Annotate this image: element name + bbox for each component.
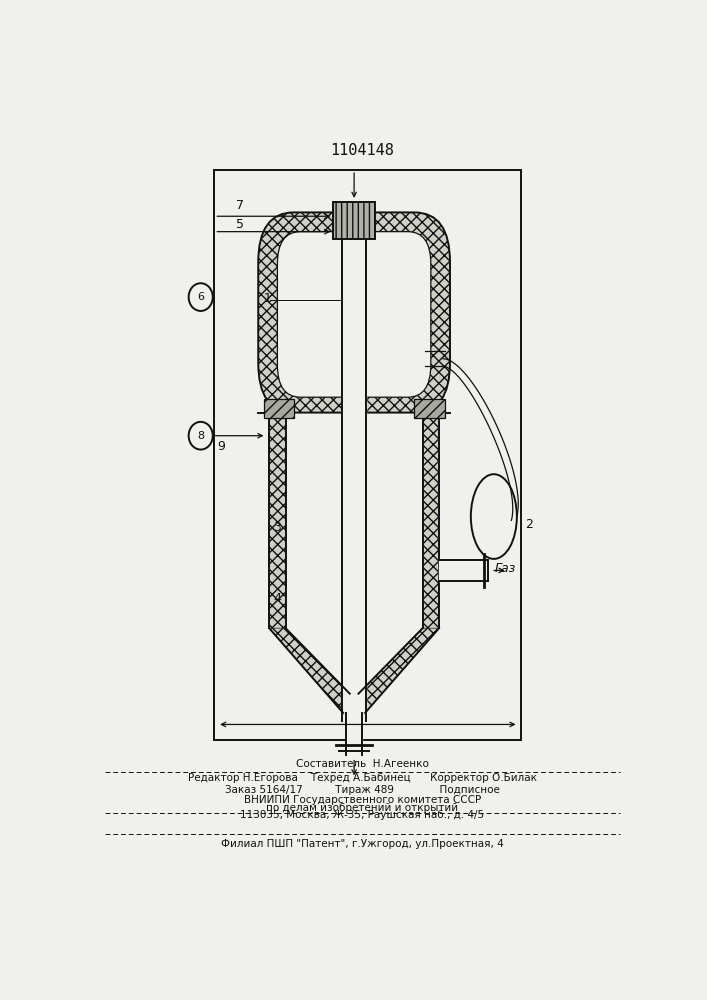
Text: ВНИИПИ Государственного комитета СССР: ВНИИПИ Государственного комитета СССР xyxy=(244,795,481,805)
Text: 1: 1 xyxy=(264,292,271,305)
Bar xyxy=(264,399,294,418)
Text: 6: 6 xyxy=(197,292,204,302)
Text: Газ: Газ xyxy=(495,562,516,575)
Ellipse shape xyxy=(471,474,517,559)
Text: 113035, Москва, Ж-35, Раушская наб., д. 4/5: 113035, Москва, Ж-35, Раушская наб., д. … xyxy=(240,810,484,820)
Text: 3: 3 xyxy=(274,521,281,534)
Bar xyxy=(333,202,375,239)
Text: 7: 7 xyxy=(236,199,245,212)
Text: по делам изобретений и открытий: по делам изобретений и открытий xyxy=(267,803,458,813)
Polygon shape xyxy=(358,628,439,713)
Bar xyxy=(214,170,521,740)
Text: Редактор Н.Егорова    Техред А.Бабинец      Корректор О.Билак: Редактор Н.Егорова Техред А.Бабинец Корр… xyxy=(188,773,537,783)
Ellipse shape xyxy=(189,422,213,450)
Text: Составитель  Н.Агеенко: Составитель Н.Агеенко xyxy=(296,759,428,769)
Text: 2: 2 xyxy=(525,518,533,531)
Text: Заказ 5164/17          Тираж 489              Подписное: Заказ 5164/17 Тираж 489 Подписное xyxy=(225,785,500,795)
Text: 4: 4 xyxy=(274,592,281,605)
Bar xyxy=(333,202,375,239)
Bar xyxy=(269,413,286,628)
Bar xyxy=(423,413,439,628)
Text: 8: 8 xyxy=(197,431,204,441)
Ellipse shape xyxy=(189,283,213,311)
Bar xyxy=(414,399,445,418)
Polygon shape xyxy=(269,628,350,713)
FancyBboxPatch shape xyxy=(277,232,431,397)
Text: Филиал ПШП "Патент", г.Ужгород, ул.Проектная, 4: Филиал ПШП "Патент", г.Ужгород, ул.Проек… xyxy=(221,839,503,849)
Text: 5: 5 xyxy=(236,218,245,231)
Text: 1104148: 1104148 xyxy=(330,143,395,158)
Bar xyxy=(423,413,439,628)
Bar xyxy=(414,399,445,418)
FancyBboxPatch shape xyxy=(258,212,450,413)
Bar xyxy=(264,399,294,418)
Text: 9: 9 xyxy=(217,440,225,453)
Bar xyxy=(269,413,286,628)
